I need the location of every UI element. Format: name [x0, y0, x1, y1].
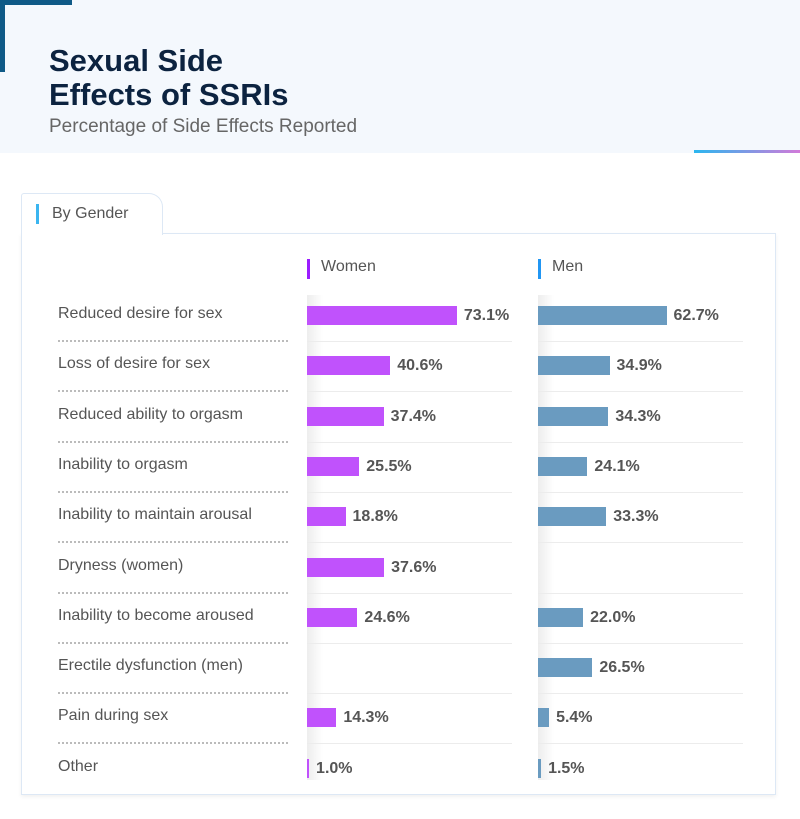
legend-marker-women — [307, 259, 310, 279]
men-value-label: 34.3% — [615, 407, 661, 425]
category-label: Reduced ability to orgasm — [58, 405, 243, 423]
men-bar — [538, 306, 667, 325]
women-value-label: 37.6% — [391, 558, 437, 576]
women-value-label: 25.5% — [366, 457, 412, 475]
men-bar — [538, 708, 550, 728]
men-bar — [538, 507, 607, 527]
women-value-label: 1.0% — [316, 759, 353, 777]
row-separator — [538, 441, 743, 443]
women-bar — [307, 557, 385, 577]
row-separator — [538, 491, 743, 493]
row-separator — [307, 592, 512, 594]
women-bar — [307, 356, 391, 376]
men-bar — [538, 406, 609, 426]
row-separator — [307, 391, 512, 393]
row-separator — [307, 441, 512, 443]
category-label: Reduced desire for sex — [58, 305, 223, 322]
legend-men: Men — [538, 258, 584, 279]
category-label: Pain during sex — [58, 707, 169, 725]
corner-decoration — [0, 0, 72, 72]
title-line-1: Sexual Side — [49, 43, 224, 78]
legend-label: Men — [552, 258, 584, 275]
women-value-label: 18.8% — [352, 508, 398, 526]
women-bar — [307, 306, 457, 325]
legend-label: Women — [321, 258, 376, 275]
women-bar — [307, 708, 337, 728]
men-value-label: 5.4% — [556, 709, 593, 727]
accent-line — [694, 150, 800, 153]
women-bar — [307, 758, 310, 778]
header — [0, 0, 800, 153]
page-title: Sexual Side Effects of SSRIs — [49, 44, 349, 112]
title-line-2: Effects of SSRIs — [49, 77, 289, 112]
row-divider — [58, 641, 288, 644]
category-label: Other — [58, 757, 99, 775]
men-bar — [538, 356, 610, 376]
row-separator — [307, 341, 512, 342]
women-value-label: 37.4% — [390, 407, 437, 425]
row-separator — [538, 642, 743, 644]
subtitle: Percentage of Side Effects Reported — [49, 116, 358, 137]
men-value-label: 26.5% — [599, 659, 645, 677]
row-separator — [538, 341, 743, 342]
row-separator — [307, 491, 512, 493]
women-value-label: 73.1% — [463, 307, 510, 324]
category-label: Inability to become aroused — [58, 606, 254, 624]
category-label: Loss of desire for sex — [58, 355, 211, 373]
row-separator — [538, 743, 743, 745]
legend-women: Women — [307, 258, 376, 279]
row-divider — [58, 390, 288, 393]
row-separator — [538, 542, 743, 544]
women-bar — [307, 406, 384, 426]
legend-marker-men — [538, 259, 541, 279]
row-divider — [58, 541, 288, 544]
men-value-label: 34.9% — [616, 357, 662, 375]
women-value-label: 14.3% — [343, 709, 389, 727]
chart-panel — [21, 233, 776, 795]
men-value-label: 62.7% — [673, 307, 719, 324]
women-value-label: 24.6% — [364, 608, 410, 626]
row-divider — [58, 591, 288, 594]
category-label: Inability to maintain arousal — [58, 506, 252, 524]
men-bar — [538, 607, 584, 627]
row-divider — [58, 692, 288, 695]
men-bar — [538, 658, 593, 678]
women-value-label: 40.6% — [397, 357, 443, 375]
tab-label: By Gender — [52, 205, 129, 222]
men-value-label: 33.3% — [613, 508, 659, 526]
men-value-label: 22.0% — [590, 608, 636, 626]
row-separator — [538, 391, 743, 393]
row-separator — [307, 743, 512, 745]
men-value-label: 1.5% — [548, 759, 585, 777]
men-value-label: 24.1% — [594, 457, 640, 475]
row-divider — [58, 440, 288, 443]
tab-by-gender[interactable]: By Gender — [21, 193, 163, 235]
men-bar — [538, 456, 588, 476]
row-divider — [58, 742, 288, 745]
row-separator — [538, 693, 743, 695]
tab-marker — [36, 204, 39, 224]
category-label: Dryness (women) — [58, 556, 184, 574]
women-bar — [307, 456, 360, 476]
row-separator — [307, 542, 512, 544]
row-divider — [58, 340, 288, 342]
row-separator — [538, 592, 743, 594]
row-divider — [58, 490, 288, 493]
women-bar — [307, 607, 358, 627]
category-label: Erectile dysfunction (men) — [58, 657, 243, 675]
women-bar — [307, 507, 346, 527]
category-label: Inability to orgasm — [58, 455, 188, 473]
row-separator — [307, 693, 512, 695]
row-separator — [307, 642, 512, 644]
men-bar — [538, 758, 542, 778]
